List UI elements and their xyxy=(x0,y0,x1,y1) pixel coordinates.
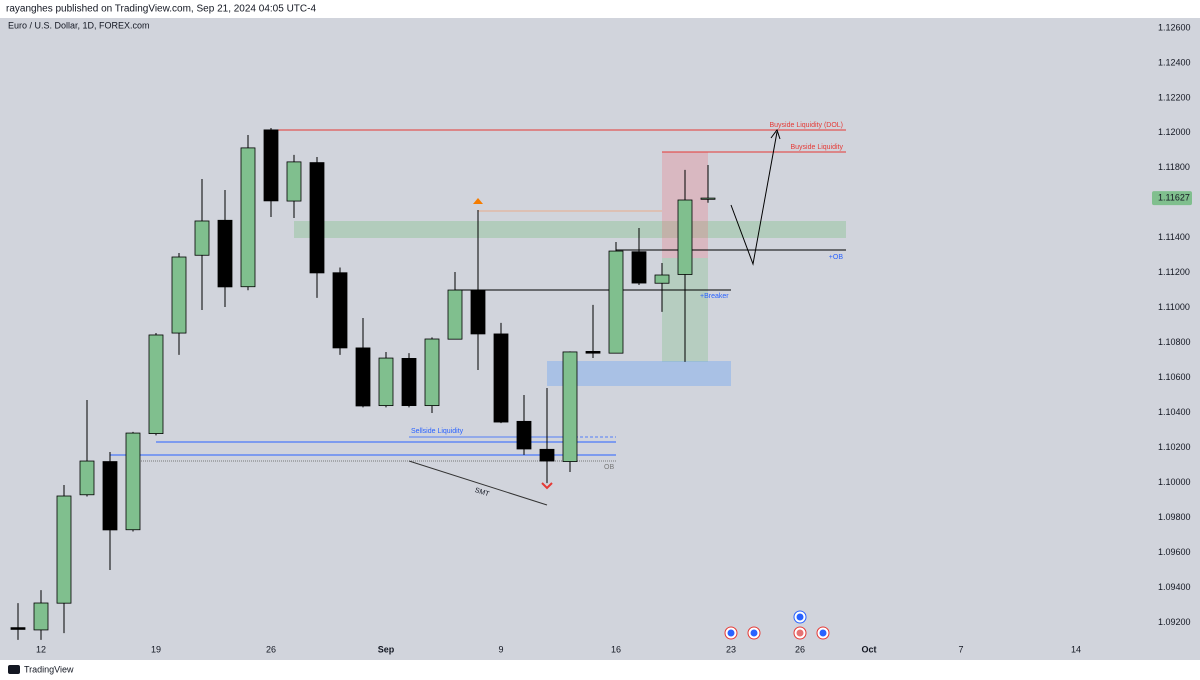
price-tag-label: 1.11627 xyxy=(1158,192,1190,202)
annotation: +OB xyxy=(829,254,844,261)
y-tick-label: 1.09200 xyxy=(1158,617,1191,627)
y-tick-label: 1.11800 xyxy=(1158,162,1190,172)
footer-logo: TradingView xyxy=(8,664,74,674)
annotation: Sellside Liquidity xyxy=(411,428,464,435)
candle-body xyxy=(240,147,256,288)
event-icon xyxy=(819,629,827,637)
annotation: Buyside Liquidity (DOL) xyxy=(769,122,843,129)
x-tick-label: Sep xyxy=(378,644,395,654)
candle-body xyxy=(631,251,647,284)
candle-body xyxy=(309,162,325,274)
candle-body xyxy=(424,338,440,407)
y-tick-label: 1.09600 xyxy=(1158,547,1191,557)
x-tick-label: 26 xyxy=(795,644,805,654)
x-tick-label: 19 xyxy=(151,644,161,654)
logo xyxy=(8,665,20,674)
zone xyxy=(294,221,846,238)
arrow xyxy=(730,131,778,266)
x-tick-label: 12 xyxy=(36,644,46,654)
candle-body xyxy=(102,461,118,531)
candle-body xyxy=(539,448,555,462)
candle-body xyxy=(401,358,417,407)
y-tick-label: 1.09800 xyxy=(1158,512,1191,522)
drawings: Buyside Liquidity (DOL) Buyside Liquidit… xyxy=(110,122,846,506)
event-icon xyxy=(727,629,735,637)
candle-body xyxy=(654,274,670,284)
y-tick-label: 1.09400 xyxy=(1158,582,1191,592)
candle-body xyxy=(148,334,164,434)
candle-body xyxy=(516,420,532,450)
event-icon xyxy=(796,629,804,637)
x-tick-label: 14 xyxy=(1071,644,1081,654)
y-tick-label: 1.10400 xyxy=(1158,407,1191,417)
marker xyxy=(541,482,553,490)
candle-body xyxy=(33,602,49,631)
candle-body xyxy=(286,161,302,202)
candle-body xyxy=(79,460,95,496)
chart-background xyxy=(0,18,1200,660)
annotation: Buyside Liquidity xyxy=(790,144,843,151)
y-tick-label: 1.10800 xyxy=(1158,337,1191,347)
x-tick-label: 9 xyxy=(498,644,503,654)
chart-title: Euro / U.S. Dollar, 1D, FOREX.com xyxy=(8,20,150,30)
candle-body xyxy=(700,197,716,200)
x-tick-label: 26 xyxy=(266,644,276,654)
candle-body xyxy=(470,289,486,335)
zone xyxy=(547,361,731,386)
x-tick-label: 23 xyxy=(726,644,736,654)
candle-body xyxy=(125,432,141,531)
y-tick-label: 1.11400 xyxy=(1158,232,1190,242)
annotation: +Breaker xyxy=(700,293,729,300)
y-tick-label: 1.11200 xyxy=(1158,267,1190,277)
candle-body xyxy=(608,250,624,354)
candle-body xyxy=(355,347,371,407)
y-tick-label: 1.10200 xyxy=(1158,442,1191,452)
candle-body xyxy=(378,357,394,407)
candle-body xyxy=(493,333,509,423)
candle-body xyxy=(10,627,26,630)
candle-body xyxy=(677,199,693,275)
y-tick-label: 1.11000 xyxy=(1158,302,1190,312)
annotation: SMT xyxy=(474,487,491,498)
y-tick-label: 1.12000 xyxy=(1158,127,1191,137)
event-icon xyxy=(750,629,758,637)
y-tick-label: 1.12200 xyxy=(1158,92,1191,102)
event-icon xyxy=(796,613,804,621)
candle-body xyxy=(562,351,578,462)
candle-body xyxy=(585,351,601,354)
candle-body xyxy=(447,289,463,340)
candle-body xyxy=(263,129,279,202)
candle-body xyxy=(171,256,187,334)
event-icons xyxy=(724,610,830,640)
candle-body xyxy=(332,272,348,349)
y-tick-label: 1.12600 xyxy=(1158,22,1191,32)
x-tick-label: Oct xyxy=(861,644,876,654)
candle-body xyxy=(194,220,210,256)
y-tick-label: 1.10600 xyxy=(1158,372,1191,382)
footer: TradingView xyxy=(24,664,74,674)
y-tick-label: 1.12400 xyxy=(1158,57,1191,67)
candle-body xyxy=(56,495,72,604)
annotation: OB xyxy=(604,464,614,471)
header: rayanghes published on TradingView.com, … xyxy=(6,4,316,15)
y-tick-label: 1.10000 xyxy=(1158,477,1191,487)
x-tick-label: 7 xyxy=(958,644,963,654)
smt-line xyxy=(408,460,548,506)
candle-body xyxy=(217,219,233,288)
price-tag xyxy=(1152,191,1192,206)
arrowhead xyxy=(770,128,781,140)
marker xyxy=(473,198,483,204)
x-tick-label: 16 xyxy=(611,644,621,654)
